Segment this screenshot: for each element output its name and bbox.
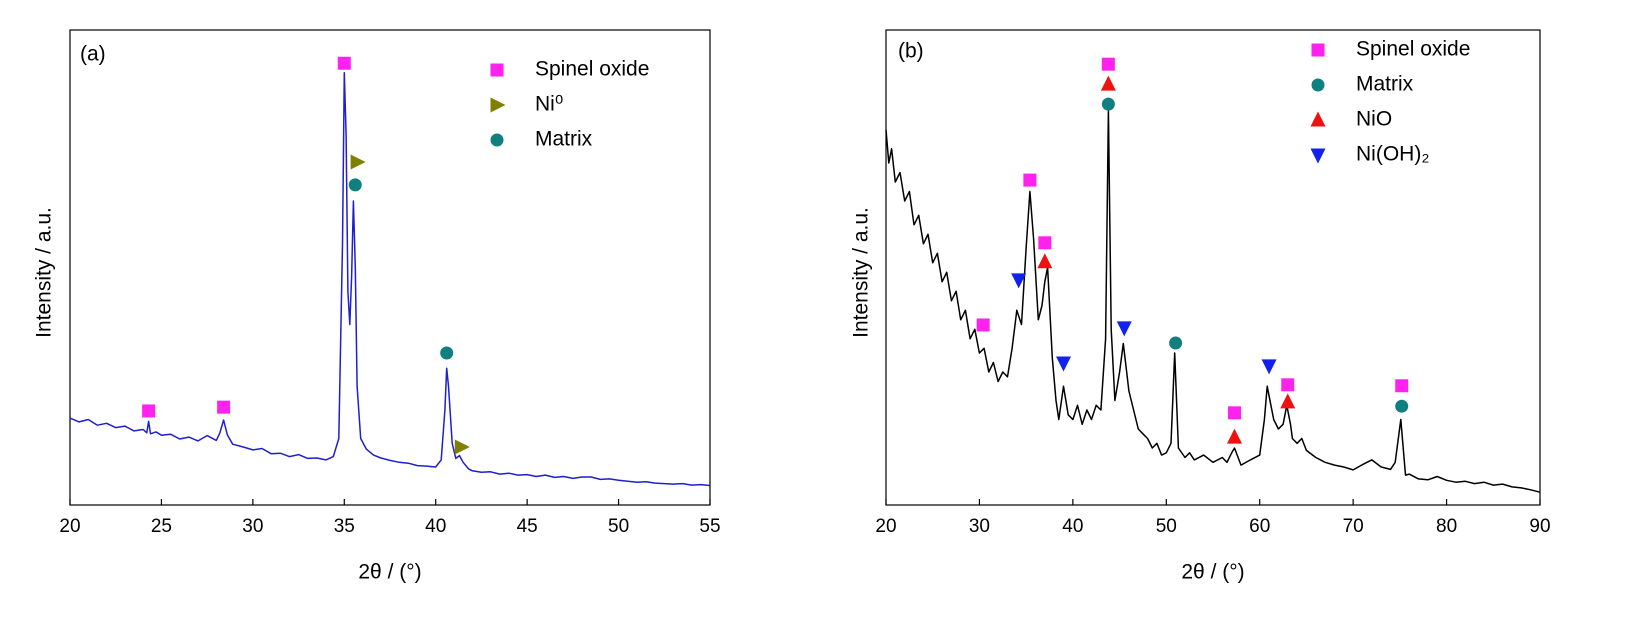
x-tick-label: 40 <box>425 516 446 537</box>
marker-triangle-right <box>490 97 506 113</box>
marker-square <box>337 56 351 70</box>
marker-triangle-up <box>1280 393 1296 409</box>
legend-label: NiO <box>1356 108 1392 131</box>
x-tick-label: 25 <box>151 516 172 537</box>
x-axis-label: 2θ / (°) <box>1181 561 1244 584</box>
xrd-pattern <box>885 110 1541 493</box>
xrd-pattern <box>69 72 711 487</box>
marker-circle <box>440 346 454 360</box>
x-tick-label: 20 <box>875 516 896 537</box>
marker-square <box>1227 406 1241 420</box>
x-tick-label: 70 <box>1343 516 1364 537</box>
marker-triangle-up <box>1226 428 1242 444</box>
legend-label: Ni(OH)₂ <box>1356 143 1429 166</box>
marker-circle <box>490 133 504 147</box>
marker-triangle-down <box>1116 321 1132 337</box>
marker-square <box>1311 43 1325 57</box>
x-tick-label: 60 <box>1249 516 1270 537</box>
marker-triangle-down <box>1011 273 1027 289</box>
y-axis-label: Intensity / a.u. <box>33 207 56 338</box>
legend-label: Spinel oxide <box>535 58 649 81</box>
marker-square <box>1281 378 1295 392</box>
y-axis-label: Intensity / a.u. <box>850 207 873 338</box>
marker-triangle-down <box>1310 148 1326 164</box>
plot-frame <box>69 29 711 506</box>
x-tick-label: 80 <box>1436 516 1457 537</box>
marker-triangle-right <box>454 439 470 455</box>
marker-triangle-down <box>1056 356 1072 372</box>
legend-label: Ni⁰ <box>535 93 563 116</box>
marker-triangle-up <box>1037 253 1053 269</box>
marker-triangle-right <box>350 154 366 170</box>
x-tick-label: 30 <box>969 516 990 537</box>
legend-label: Matrix <box>535 128 593 151</box>
marker-triangle-up <box>1100 75 1116 91</box>
marker-circle <box>1395 399 1409 413</box>
marker-square <box>1395 379 1409 393</box>
panel-label: (a) <box>80 43 106 66</box>
plot-frame <box>885 29 1541 506</box>
marker-square <box>142 404 156 418</box>
x-tick-label: 55 <box>699 516 720 537</box>
legend-label: Spinel oxide <box>1356 38 1470 61</box>
x-tick-label: 90 <box>1529 516 1550 537</box>
x-tick-label: 40 <box>1062 516 1083 537</box>
marker-circle <box>1311 78 1325 92</box>
x-tick-label: 35 <box>334 516 355 537</box>
legend-label: Matrix <box>1356 73 1414 96</box>
marker-circle <box>1101 97 1115 111</box>
marker-square <box>976 318 990 332</box>
marker-triangle-down <box>1261 359 1277 375</box>
panel-label: (b) <box>898 40 924 63</box>
marker-triangle-up <box>1310 111 1326 127</box>
marker-square <box>1038 236 1052 250</box>
marker-square <box>1101 57 1115 71</box>
x-tick-label: 20 <box>59 516 80 537</box>
marker-square <box>490 63 504 77</box>
marker-square <box>217 400 231 414</box>
marker-circle <box>348 178 362 192</box>
marker-square <box>1023 173 1037 187</box>
x-tick-label: 50 <box>1156 516 1177 537</box>
marker-circle <box>1169 336 1183 350</box>
x-tick-label: 45 <box>517 516 538 537</box>
x-tick-label: 50 <box>608 516 629 537</box>
x-axis-label: 2θ / (°) <box>358 561 421 584</box>
x-tick-label: 30 <box>242 516 263 537</box>
